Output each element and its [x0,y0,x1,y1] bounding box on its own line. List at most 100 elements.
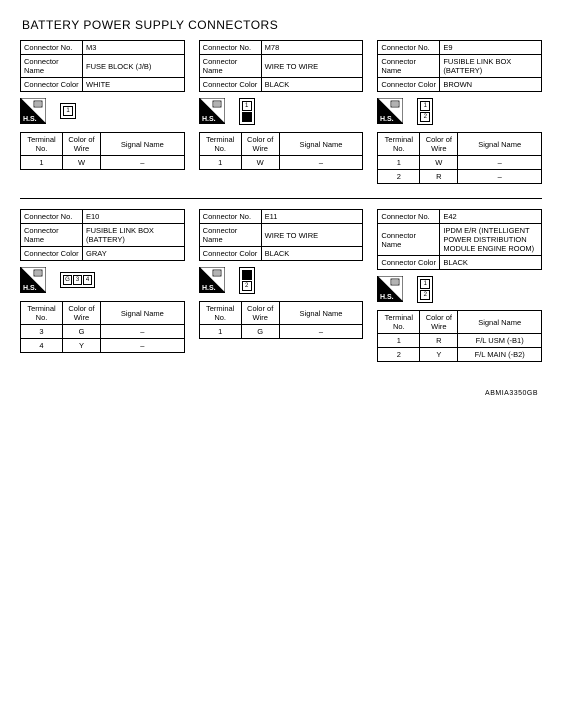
value-connector-name: FUSIBLE LINK BOX (BATTERY) [440,55,542,78]
hs-icon: H.S. [20,98,46,124]
value-connector-color: BLACK [440,256,542,270]
td-terminal-no: 2 [378,348,420,362]
hs-icon: H.S. [199,98,225,124]
label-connector-name: Connector Name [21,55,83,78]
terminal-table: Terminal No. Color of Wire Signal Name 3… [20,301,185,353]
value-connector-no: M3 [83,41,185,55]
td-color-wire: W [63,156,101,170]
footer-code: ABMIA3350GB [20,390,542,397]
connector-info-table: Connector No. M3 Connector Name FUSE BLO… [20,40,185,92]
value-connector-color: GRAY [83,247,185,261]
td-color-wire: G [63,325,101,339]
value-connector-color: BLACK [261,247,363,261]
th-color-wire: Color of Wire [241,302,279,325]
label-connector-no: Connector No. [21,210,83,224]
label-connector-color: Connector Color [21,78,83,92]
hs-icon: H.S. [20,267,46,293]
td-signal-name: – [458,170,542,184]
td-color-wire: W [241,156,279,170]
td-signal-name: – [101,156,185,170]
th-color-wire: Color of Wire [420,133,458,156]
connector-block: Connector No. E42 Connector Name IPDM E/… [377,209,542,362]
connector-row: Connector No. M3 Connector Name FUSE BLO… [20,40,542,184]
td-color-wire: R [420,170,458,184]
th-terminal-no: Terminal No. [21,302,63,325]
td-signal-name: – [101,339,185,353]
value-connector-name: IPDM E/R (INTELLIGENT POWER DISTRIBUTION… [440,224,542,256]
label-connector-color: Connector Color [378,78,440,92]
value-connector-no: E11 [261,210,363,224]
label-connector-color: Connector Color [378,256,440,270]
td-terminal-no: 1 [199,325,241,339]
connector-pin: 1 [242,270,252,280]
terminal-table: Terminal No. Color of Wire Signal Name 1… [199,132,364,170]
th-terminal-no: Terminal No. [21,133,63,156]
td-signal-name: – [279,325,363,339]
connector-block: Connector No. E9 Connector Name FUSIBLE … [377,40,542,184]
th-signal-name: Signal Name [279,133,363,156]
connector-pin: 1 [420,279,430,289]
page-title: BATTERY POWER SUPPLY CONNECTORS [22,18,542,32]
th-terminal-no: Terminal No. [199,302,241,325]
connector-pin: 1 [420,101,430,111]
hs-icon: H.S. [199,267,225,293]
connector-pin: G [63,275,72,285]
th-signal-name: Signal Name [101,133,185,156]
value-connector-no: M78 [261,41,363,55]
connector-info-table: Connector No. E11 Connector Name WIRE TO… [199,209,364,261]
td-terminal-no: 3 [21,325,63,339]
th-color-wire: Color of Wire [420,311,458,334]
icon-row: H.S. 1 [20,96,185,126]
value-connector-name: FUSE BLOCK (J/B) [83,55,185,78]
connector-pin: 4 [83,275,92,285]
td-terminal-no: 1 [199,156,241,170]
td-signal-name: F/L MAIN (-B2) [458,348,542,362]
icon-row: H.S. 12 [377,274,542,304]
connector-pin: 1 [63,106,73,116]
connector-diagram: G34 [60,272,95,288]
th-signal-name: Signal Name [458,311,542,334]
label-connector-color: Connector Color [21,247,83,261]
connector-pin: 2 [420,112,430,122]
icon-row: H.S. G34 [20,265,185,295]
td-terminal-no: 2 [378,170,420,184]
td-signal-name: – [101,325,185,339]
terminal-table: Terminal No. Color of Wire Signal Name 1… [377,132,542,184]
label-connector-no: Connector No. [21,41,83,55]
connector-pin: 3 [73,275,82,285]
td-terminal-no: 1 [378,334,420,348]
td-color-wire: W [420,156,458,170]
hs-icon: H.S. [377,276,403,302]
terminal-table: Terminal No. Color of Wire Signal Name 1… [20,132,185,170]
terminal-table: Terminal No. Color of Wire Signal Name 1… [377,310,542,362]
connector-pin: 2 [420,290,430,300]
icon-row: H.S. 12 [199,265,364,295]
label-connector-no: Connector No. [378,210,440,224]
svg-text:H.S.: H.S. [23,285,37,292]
connector-block: Connector No. M78 Connector Name WIRE TO… [199,40,364,184]
connector-info-table: Connector No. E42 Connector Name IPDM E/… [377,209,542,270]
connector-info-table: Connector No. E10 Connector Name FUSIBLE… [20,209,185,261]
connector-pin: 1 [242,101,252,111]
svg-text:H.S.: H.S. [23,116,37,123]
connector-block: Connector No. E11 Connector Name WIRE TO… [199,209,364,362]
terminal-table: Terminal No. Color of Wire Signal Name 1… [199,301,364,339]
connector-info-table: Connector No. M78 Connector Name WIRE TO… [199,40,364,92]
connector-diagram: 1 [60,103,76,119]
td-terminal-no: 1 [378,156,420,170]
icon-row: H.S. 12 [199,96,364,126]
connector-diagram: 12 [239,267,255,294]
connector-pin: 2 [242,281,252,291]
connector-diagram: 12 [417,98,433,125]
th-color-wire: Color of Wire [63,302,101,325]
value-connector-color: BLACK [261,78,363,92]
section-divider [20,198,542,199]
td-terminal-no: 4 [21,339,63,353]
label-connector-name: Connector Name [21,224,83,247]
th-terminal-no: Terminal No. [378,133,420,156]
th-terminal-no: Terminal No. [199,133,241,156]
connector-block: Connector No. M3 Connector Name FUSE BLO… [20,40,185,184]
value-connector-no: E10 [83,210,185,224]
td-signal-name: F/L USM (-B1) [458,334,542,348]
label-connector-color: Connector Color [199,247,261,261]
